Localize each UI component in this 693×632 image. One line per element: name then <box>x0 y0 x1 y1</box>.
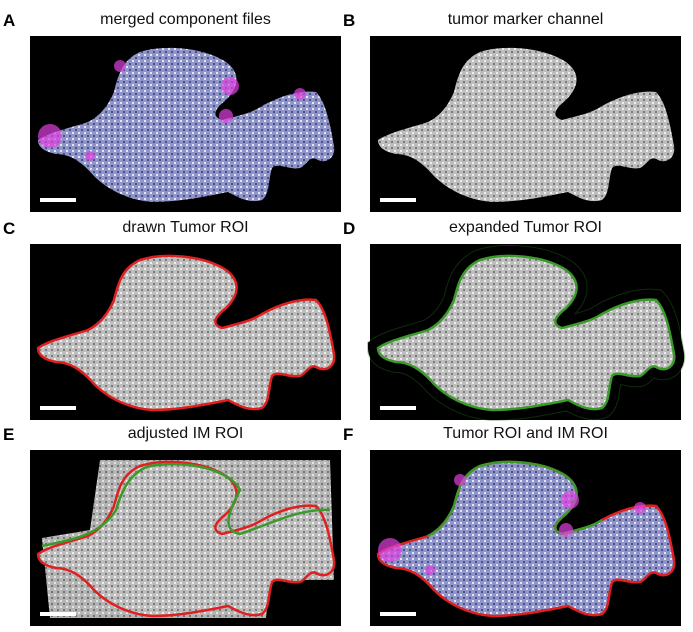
panel-letter: B <box>343 11 355 30</box>
marker-signal <box>85 151 95 161</box>
panel-letter: A <box>3 11 15 30</box>
marker-signal <box>561 491 579 509</box>
tissue-image <box>36 460 336 618</box>
marker-signal <box>378 538 402 562</box>
marker-signal <box>294 88 306 100</box>
marker-signal <box>559 523 573 537</box>
panel-title: drawn Tumor ROI <box>122 219 248 236</box>
scale-bar <box>40 612 76 616</box>
panel-title: merged component files <box>100 11 271 28</box>
scale-bar <box>380 406 416 410</box>
panel-title: adjusted IM ROI <box>128 425 244 442</box>
scale-bar <box>380 612 416 616</box>
marker-signal <box>221 77 239 95</box>
scale-bar <box>40 198 76 202</box>
tissue-image <box>38 47 335 203</box>
panel-letter: E <box>3 425 14 444</box>
scale-bar <box>380 198 416 202</box>
panel-letter: D <box>343 219 355 238</box>
marker-signal <box>425 565 435 575</box>
panel-title: Tumor ROI and IM ROI <box>443 425 608 442</box>
scale-bar <box>40 406 76 410</box>
marker-signal <box>219 109 233 123</box>
marker-signal <box>114 60 126 72</box>
panel-letter: F <box>343 425 353 444</box>
panel-title: tumor marker channel <box>448 11 604 28</box>
panel: F Tumor ROI and IM ROI <box>343 425 681 626</box>
panel-letter: C <box>3 219 15 238</box>
tissue-image <box>376 460 676 618</box>
marker-signal <box>454 474 466 486</box>
roi-line <box>41 463 331 548</box>
panel-title: expanded Tumor ROI <box>449 219 602 236</box>
marker-signal <box>634 502 646 514</box>
marker-signal <box>38 124 62 148</box>
